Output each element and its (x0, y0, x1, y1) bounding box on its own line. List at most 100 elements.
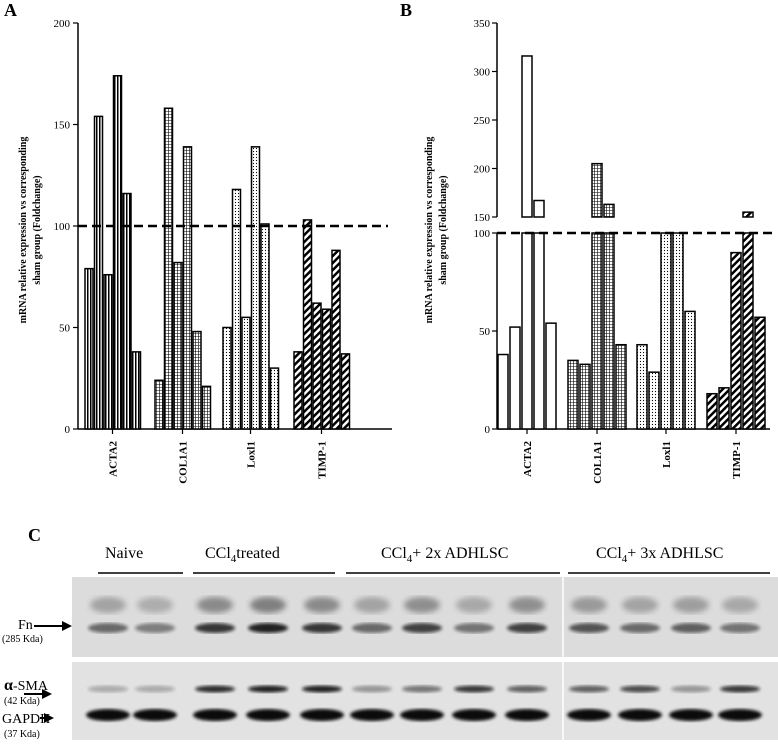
y-axis-label-line2: sham group (Foldchange) (32, 175, 43, 284)
panel-c-letter: C (28, 525, 41, 545)
band-sma (454, 685, 494, 693)
bar (545, 322, 557, 430)
bar (93, 115, 104, 430)
band-sma (195, 685, 235, 693)
bar (636, 343, 648, 430)
bar (241, 316, 251, 430)
protein-label-sma: α-SMA (4, 677, 49, 694)
x-tick-label: ACTA2 (108, 441, 120, 477)
y-tick-label: 50 (479, 326, 491, 338)
y-tick-label: 200 (474, 164, 491, 176)
band-gapdh (350, 709, 394, 721)
band-fn (195, 623, 235, 633)
bar (742, 211, 754, 218)
blot-group-label-ccl4-3x: CCl4+ 3x ADHLSC (596, 545, 723, 565)
band-gapdh (718, 709, 762, 721)
bar (718, 387, 730, 430)
band-sma (507, 685, 547, 693)
band-gapdh (505, 709, 549, 721)
panel-a-letter: A (4, 0, 17, 20)
bar (521, 55, 533, 218)
band-fn-upper (404, 597, 440, 613)
bar (173, 261, 183, 430)
bar (201, 385, 212, 430)
bar (579, 363, 591, 430)
bar (192, 330, 202, 430)
band-fn (88, 623, 128, 633)
bar (730, 251, 742, 430)
x-tick-label: COL1A1 (178, 441, 190, 484)
band-sma (352, 685, 392, 693)
band-sma (620, 685, 660, 693)
protein-size-gapdh: (37 Kda) (4, 729, 40, 740)
x-tick-label: TIMP-1 (731, 441, 743, 479)
y-tick-label: 0 (65, 424, 71, 436)
bar (672, 232, 684, 430)
band-fn (507, 623, 547, 633)
bar (603, 203, 615, 218)
bar (302, 219, 313, 430)
y-tick-label: 150 (474, 212, 491, 224)
x-tick-label: TIMP-1 (317, 441, 329, 479)
y-axis-label-line1: mRNA relative expression vs correspondin… (18, 137, 29, 324)
chart-a: 0 50 100 150 200 ACTA2 COL1A1 Loxl1 TIMP-1 (54, 18, 392, 484)
bar (269, 367, 280, 430)
bar (509, 326, 521, 430)
blot-bands (86, 597, 762, 721)
chart-b: 0 50 100 150 200 250 300 350 ACTA2 COL1A1 Loxl1 TIM… (474, 18, 772, 484)
bar (260, 223, 270, 430)
y-tick-label: 100 (54, 221, 71, 233)
band-sma (569, 685, 609, 693)
band-gapdh (86, 709, 130, 721)
blot-membrane-sma-gapdh (72, 662, 778, 740)
band-fn-upper (197, 597, 233, 613)
bar (533, 232, 545, 430)
band-gapdh (300, 709, 344, 721)
blot-group-label-ccl4-treated: CCl4treated (205, 545, 280, 565)
band-fn (302, 623, 342, 633)
bar (154, 379, 164, 430)
band-gapdh (452, 709, 496, 721)
band-fn-upper (250, 597, 286, 613)
band-fn (248, 623, 288, 633)
bar (312, 302, 322, 430)
y-tick-label: 150 (54, 120, 71, 132)
bar (648, 371, 660, 430)
panel-a: A mRNA relative expression vs correspond… (4, 0, 392, 484)
band-fn-upper (304, 597, 340, 613)
blot-group-label-ccl4-2x: CCl4+ 2x ADHLSC (381, 545, 508, 565)
band-sma (402, 685, 442, 693)
band-fn (402, 623, 442, 633)
arrow-sma-head (42, 689, 52, 699)
bar (340, 353, 351, 430)
arrow-gapdh-head (44, 713, 54, 723)
y-tick-label: 350 (474, 18, 491, 30)
band-fn (720, 623, 760, 633)
band-fn-upper (90, 597, 126, 613)
panel-b: B mRNA relative expression vs correspond… (400, 0, 772, 484)
band-fn-upper (509, 597, 545, 613)
y-tick-label: 0 (485, 424, 491, 436)
band-sma (88, 685, 128, 693)
band-gapdh (193, 709, 237, 721)
bar (331, 249, 341, 430)
bar (754, 316, 766, 430)
band-fn-upper (722, 597, 758, 613)
bar (231, 188, 242, 430)
band-gapdh (246, 709, 290, 721)
band-gapdh (669, 709, 713, 721)
bar (533, 199, 545, 218)
y-tick-label: 250 (474, 115, 491, 127)
protein-label-fn: Fn (18, 618, 33, 633)
bar (293, 351, 303, 430)
band-fn-upper (622, 597, 658, 613)
band-gapdh (400, 709, 444, 721)
band-gapdh (618, 709, 662, 721)
bar (321, 308, 332, 430)
y-axis-label-line2: sham group (Foldchange) (438, 175, 449, 284)
bar (250, 146, 261, 430)
band-fn (620, 623, 660, 633)
band-fn-upper (571, 597, 607, 613)
band-sma (671, 685, 711, 693)
bar (615, 343, 627, 430)
